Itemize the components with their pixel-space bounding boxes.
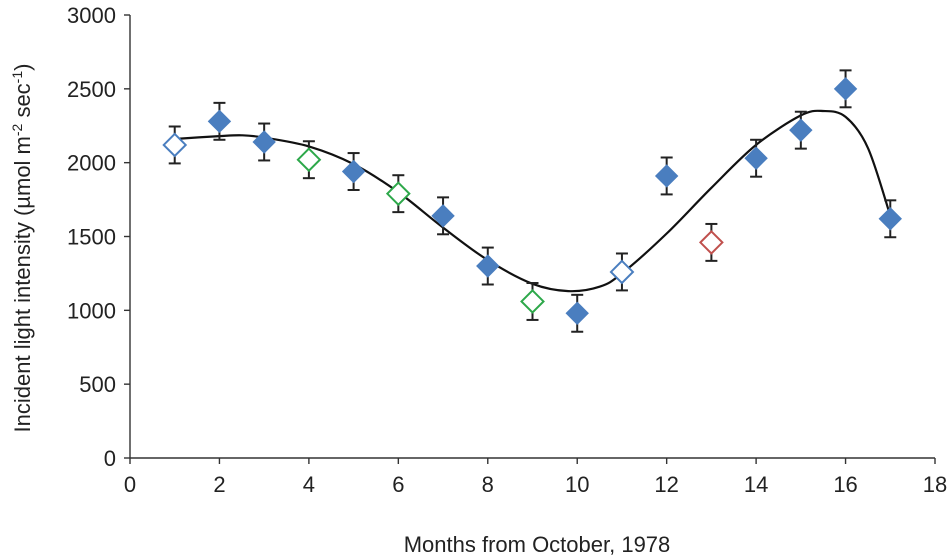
data-point-open (698, 229, 724, 255)
data-point-filled (789, 118, 813, 142)
y-axis-title-main: Incident light intensity (µmol m (10, 136, 35, 432)
x-tick-label: 4 (303, 472, 315, 497)
y-axis-title-sup1: -2 (9, 123, 25, 136)
x-tick-label: 6 (392, 472, 404, 497)
data-point-filled (207, 109, 232, 134)
x-tick-label: 8 (482, 472, 494, 497)
y-tick-label: 500 (79, 372, 116, 397)
y-tick-label: 0 (104, 446, 116, 471)
data-point-filled (878, 207, 902, 231)
x-axis-ticks: 0 2 4 6 8 10 12 14 16 18 (124, 458, 947, 497)
x-tick-label: 18 (923, 472, 947, 497)
y-axis-title-sup2: -1 (9, 71, 25, 84)
fit-curve (174, 109, 892, 293)
x-tick-label: 14 (744, 472, 768, 497)
y-tick-label: 1500 (67, 225, 116, 250)
data-point-open (162, 132, 188, 158)
data-point-open (296, 147, 322, 173)
x-tick-label: 16 (833, 472, 857, 497)
data-point-open (385, 181, 411, 207)
data-point-open (520, 289, 545, 314)
y-axis-title-mid: sec (10, 83, 35, 123)
y-axis-title-end: ) (10, 64, 35, 71)
x-tick-label: 12 (654, 472, 678, 497)
x-tick-label: 0 (124, 472, 136, 497)
y-axis-title: Incident light intensity (µmol m-2 sec-1… (9, 64, 35, 433)
data-point-filled (252, 130, 276, 154)
data-point-filled (476, 254, 500, 278)
data-points (162, 77, 902, 325)
data-point-filled (654, 164, 679, 188)
y-tick-label: 1000 (67, 298, 116, 323)
y-tick-label: 2500 (67, 77, 116, 102)
y-axis-ticks: 0 500 1000 1500 2000 2500 3000 (67, 3, 130, 471)
x-tick-label: 2 (213, 472, 225, 497)
data-point-filled (341, 159, 366, 184)
y-tick-label: 3000 (67, 3, 116, 28)
x-axis-title: Months from October, 1978 (404, 532, 671, 557)
x-tick-label: 10 (565, 472, 589, 497)
data-point-filled (565, 301, 589, 325)
y-tick-label: 2000 (67, 151, 116, 176)
data-point-filled (833, 77, 858, 101)
data-point-filled (744, 146, 768, 170)
axes (129, 15, 935, 459)
data-point-open (609, 259, 635, 285)
data-point-filled (431, 204, 455, 228)
